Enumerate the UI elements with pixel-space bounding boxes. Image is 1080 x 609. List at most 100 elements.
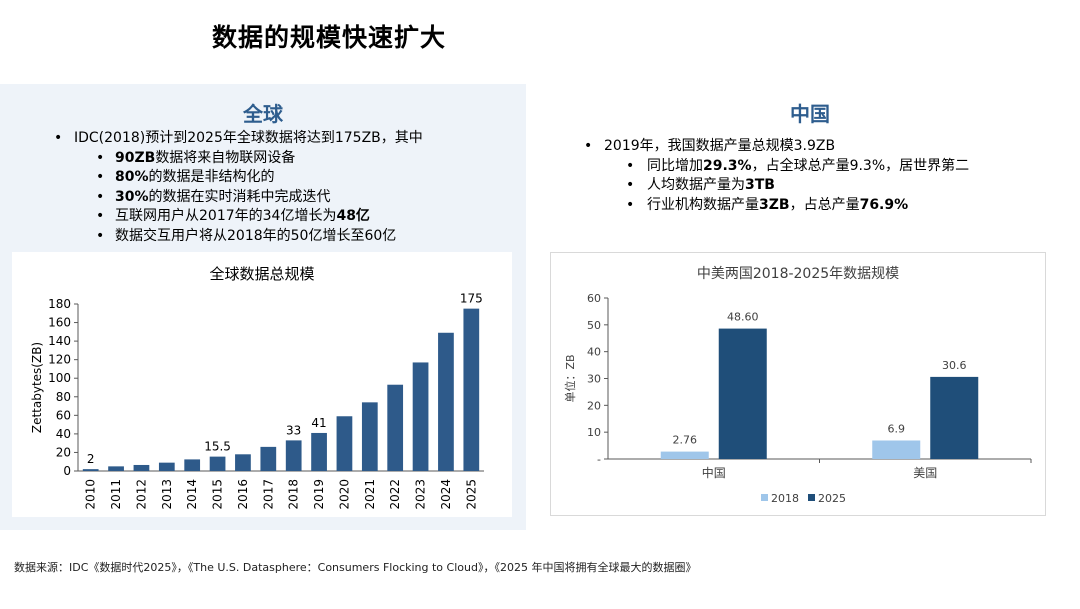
global-bullet-text: 30% <box>115 188 149 205</box>
china-bullet-text: 76.9% <box>859 196 909 213</box>
china-bullet-item: 同比增加29.3%，占全球总产量9.3%，居世界第二 <box>580 157 969 177</box>
bar-2025-美国 <box>930 376 979 459</box>
x-tick-label: 中国 <box>702 465 726 480</box>
bar-2025-中国 <box>718 328 767 459</box>
bar-2018-中国 <box>660 451 709 459</box>
global-bullet-text: 数据将来自物联网设备 <box>155 149 296 166</box>
data-label: 41 <box>311 416 326 430</box>
chart-title: 全球数据总规模 <box>209 265 314 283</box>
legend-label: 2025 <box>818 492 846 505</box>
bar-2019 <box>311 432 327 471</box>
global-bullet-item: IDC(2018)预计到2025年全球数据将达到175ZB，其中 <box>50 129 423 149</box>
bar-2025 <box>463 308 480 471</box>
global-bullet-text: 的数据在实时消耗中完成迭代 <box>148 188 331 205</box>
y-axis-label: 单位：ZB <box>563 354 577 402</box>
global-bullet-item: 数据交互用户将从2018年的50亿增长至60亿 <box>50 227 423 247</box>
bar-2018-美国 <box>872 440 921 459</box>
x-tick-label: 2015 <box>211 479 225 510</box>
y-tick-label: 40 <box>56 427 71 441</box>
china-bullet-item: 人均数据产量为3TB <box>580 176 969 196</box>
page-title: 数据的规模快速扩大 <box>211 23 446 52</box>
x-tick-label: 2016 <box>236 479 250 510</box>
china-bullet-text: 3ZB <box>759 196 790 213</box>
source-note: 数据来源：IDC《数据时代2025》，《The U.S. Datasphere：… <box>14 561 697 574</box>
x-tick-label: 2010 <box>84 479 98 510</box>
bar-2023 <box>412 362 429 471</box>
y-tick-label: 100 <box>48 371 71 385</box>
global-bullet-text: IDC(2018)预计到2025年全球数据将达到175ZB，其中 <box>74 130 423 146</box>
bar-2013 <box>158 462 175 471</box>
data-label: 48.60 <box>727 311 759 324</box>
legend-label: 2018 <box>771 492 799 505</box>
china-us-data-chart: 中美两国2018-2025年数据规模 - 10 20 30 40 50 60 单位：ZB 中国 2.… <box>550 252 1046 516</box>
x-tick-label: 2024 <box>439 479 453 510</box>
bar-2021 <box>361 402 378 471</box>
china-bullet-text: 2019年，我国数据产量总规模3.9ZB <box>604 138 836 154</box>
chart-title: 中美两国2018-2025年数据规模 <box>697 266 899 282</box>
x-tick-label: 2020 <box>337 479 351 510</box>
china-bullet-item: 行业机构数据产量3ZB，占总产量76.9% <box>580 196 969 216</box>
y-tick-label: 60 <box>56 408 71 422</box>
china-bullet-text: ，占全球总产量9.3%，居世界第二 <box>751 157 970 174</box>
global-bullet-text: 90ZB <box>115 149 156 166</box>
y-tick-label: 30 <box>587 373 601 386</box>
legend-swatch-2018 <box>761 494 768 501</box>
global-bullet-item: 30%的数据在实时消耗中完成迭代 <box>50 188 423 208</box>
global-bullet-item: 互联网用户从2017年的34亿增长为48亿 <box>50 207 423 227</box>
y-tick-label: 20 <box>56 445 71 459</box>
x-tick-label: 2025 <box>464 479 478 510</box>
china-bullet-list: 2019年，我国数据产量总规模3.9ZB 同比增加29.3%，占全球总产量9.3%… <box>580 137 969 215</box>
bar-2015 <box>209 456 226 471</box>
bar-2010 <box>82 469 99 471</box>
x-tick-label: 2012 <box>134 479 148 510</box>
data-label: 2.76 <box>673 434 698 447</box>
global-bullet-list: IDC(2018)预计到2025年全球数据将达到175ZB，其中 90ZB数据将来… <box>50 129 423 246</box>
global-bullet-item: 90ZB数据将来自物联网设备 <box>50 149 423 169</box>
x-tick-label: 2014 <box>185 479 199 510</box>
y-tick-label: 10 <box>587 426 601 439</box>
data-label: 15.5 <box>204 440 231 454</box>
bar-2018 <box>285 440 302 471</box>
china-bullet-text: 行业机构数据产量 <box>647 196 759 213</box>
global-bullet-text: 互联网用户从2017年的34亿增长为 <box>115 208 337 224</box>
bar-2022 <box>387 384 404 471</box>
x-tick-label: 美国 <box>913 466 937 480</box>
y-tick-label: 0 <box>63 464 71 478</box>
global-bullet-text: 80% <box>115 169 149 185</box>
china-bullet-text: ，占总产量 <box>789 196 860 213</box>
data-label: 33 <box>286 423 301 437</box>
x-tick-label: 2021 <box>363 479 377 510</box>
bar-2011 <box>108 466 124 471</box>
china-bullet-item: 2019年，我国数据产量总规模3.9ZB <box>580 137 969 157</box>
bar-2014 <box>184 459 201 471</box>
x-tick-label: 2018 <box>287 479 301 510</box>
china-us-data-chart-svg: 中美两国2018-2025年数据规模 - 10 20 30 40 50 60 单位：ZB 中国 2.… <box>563 266 1032 505</box>
global-bullet-text: 48亿 <box>336 208 370 224</box>
y-axis-label: Zettabytes(ZB) <box>30 342 44 433</box>
y-tick-label: 40 <box>587 346 601 359</box>
global-bullet-text: 数据交互用户将从2018年的50亿增长至60亿 <box>115 227 397 244</box>
x-tick-label: 2013 <box>160 479 174 510</box>
data-label: 6.9 <box>888 422 906 435</box>
y-tick-label: 140 <box>48 334 71 348</box>
china-bullet-text: 3TB <box>745 177 775 193</box>
y-tick-label: 60 <box>587 292 601 305</box>
bar-2016 <box>235 454 251 471</box>
legend-swatch-2025 <box>808 494 815 501</box>
bar-2017 <box>260 446 277 471</box>
data-label: 30.6 <box>942 359 967 372</box>
data-label: 175 <box>460 292 483 306</box>
bar-2020 <box>336 416 353 471</box>
x-tick-label: 2011 <box>109 479 123 510</box>
y-tick-label: - <box>597 453 601 466</box>
y-tick-label: 160 <box>48 316 71 330</box>
global-bullet-text: 的数据是非结构化的 <box>148 169 275 185</box>
bar-2012 <box>133 464 150 471</box>
data-label: 2 <box>87 452 95 466</box>
global-bullet-item: 80%的数据是非结构化的 <box>50 168 423 188</box>
china-bullet-text: 同比增加 <box>647 157 703 174</box>
y-tick-label: 180 <box>48 297 71 311</box>
china-section-title: 中国 <box>790 102 830 126</box>
global-data-chart: 全球数据总规模 0 20 40 60 80 100 120 140 160 180 Zettabyte… <box>12 252 512 517</box>
x-tick-label: 2022 <box>388 479 402 510</box>
